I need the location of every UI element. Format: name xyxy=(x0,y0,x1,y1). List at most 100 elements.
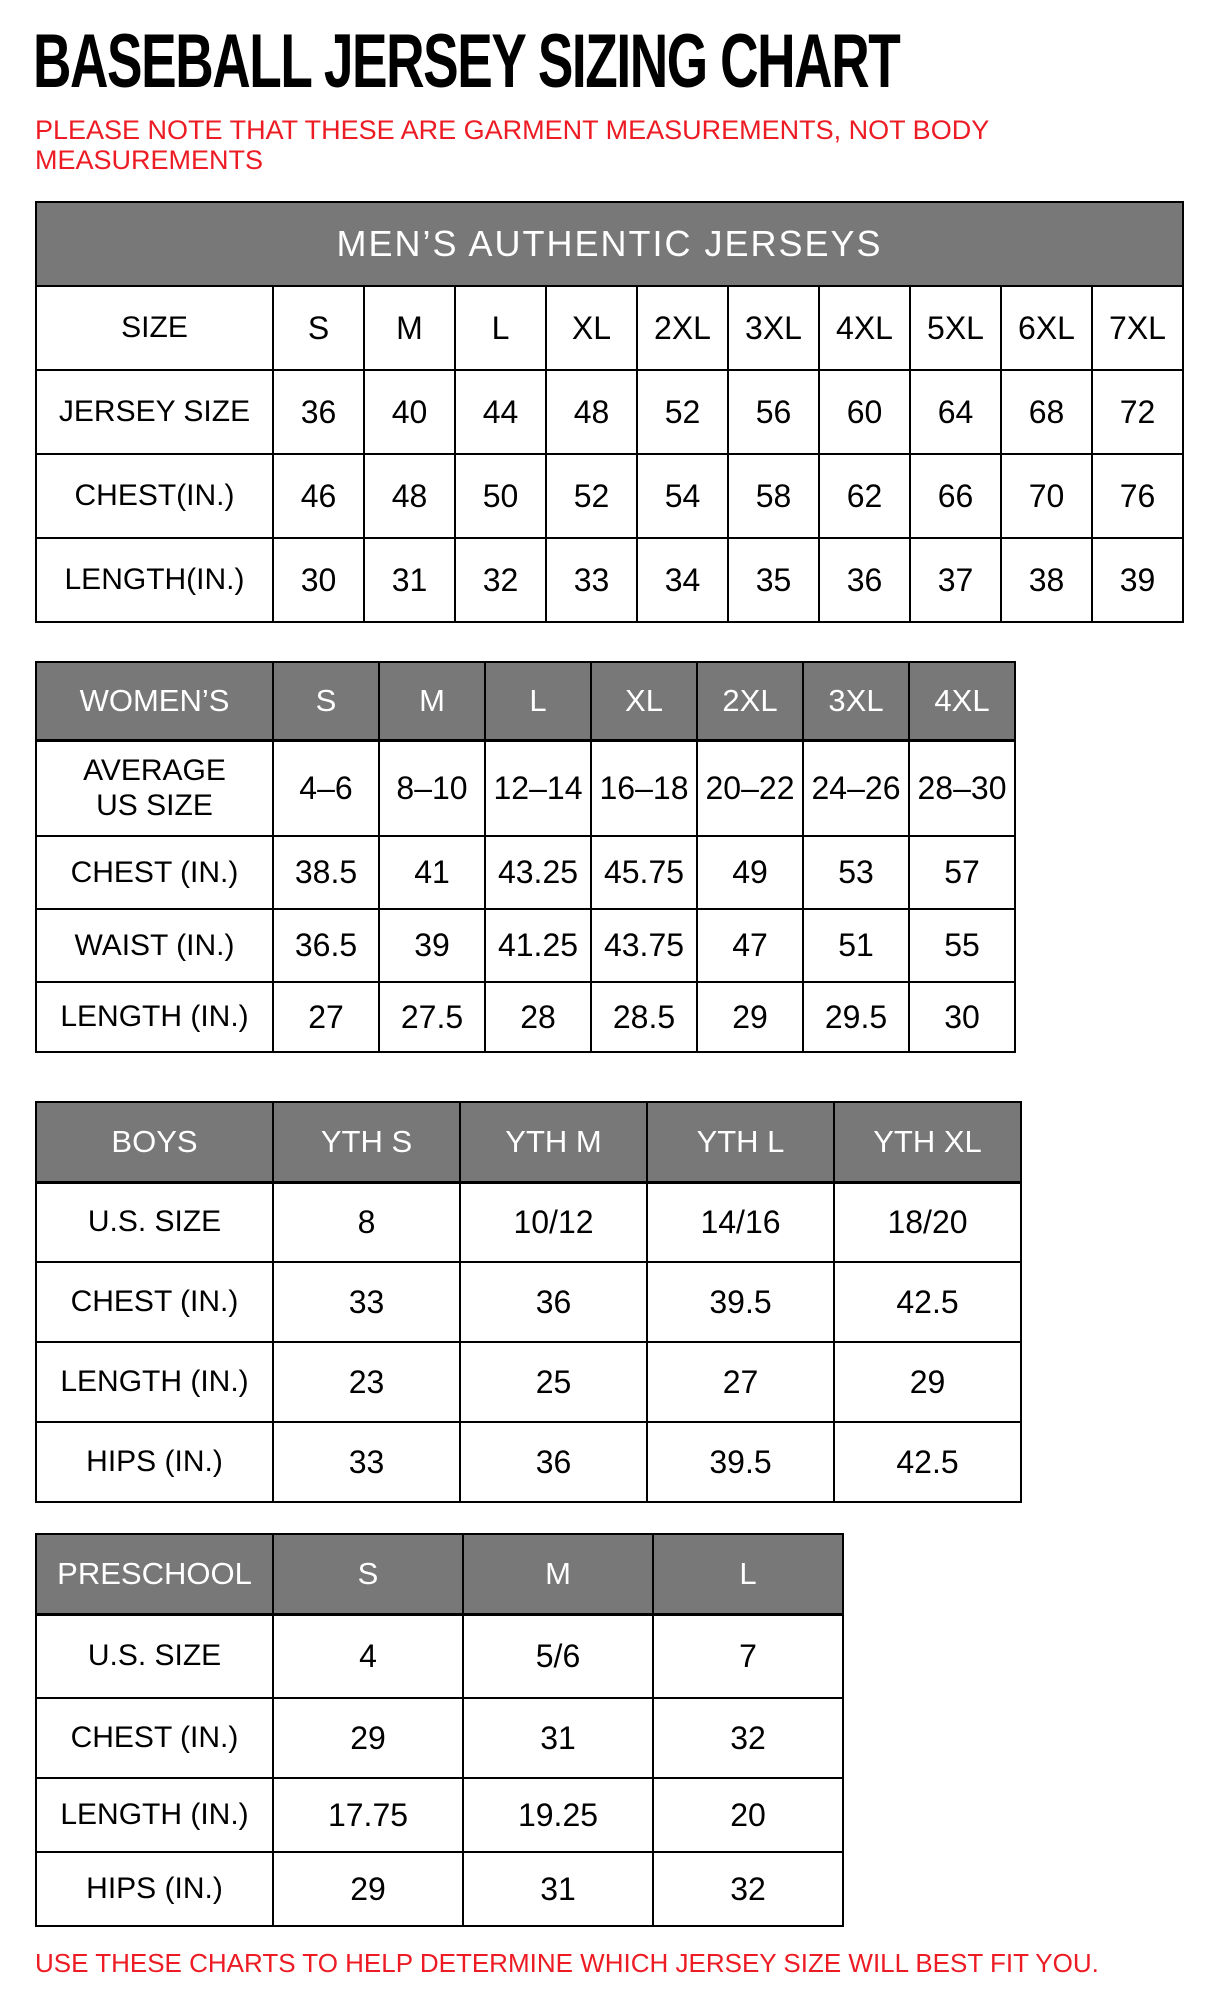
value-cell: 48 xyxy=(545,369,638,456)
value-cell: 35 xyxy=(727,537,820,624)
row-label: LENGTH(IN.) xyxy=(35,537,274,624)
row-label: AVERAGE US SIZE xyxy=(35,739,274,838)
value-cell: 31 xyxy=(462,1697,654,1780)
value-cell: 12–14 xyxy=(484,739,592,838)
mens-jersey-size-row: JERSEY SIZE 36 40 44 48 52 56 60 64 68 7… xyxy=(35,369,1184,456)
mens-banner-title: MEN’S AUTHENTIC JERSEYS xyxy=(35,201,1184,288)
value-cell: 18/20 xyxy=(833,1181,1022,1264)
garment-measurement-note: PLEASE NOTE THAT THESE ARE GARMENT MEASU… xyxy=(35,115,989,175)
value-cell: 39.5 xyxy=(646,1261,835,1344)
value-cell: 16–18 xyxy=(590,739,698,838)
preschool-header-row: PRESCHOOL S M L xyxy=(35,1533,844,1616)
value-cell: 45.75 xyxy=(590,835,698,911)
row-label: CHEST(IN.) xyxy=(35,453,274,540)
row-label: WAIST (IN.) xyxy=(35,908,274,984)
value-cell: 19.25 xyxy=(462,1777,654,1854)
size-col-header: 6XL xyxy=(1000,285,1093,372)
value-cell: 43.25 xyxy=(484,835,592,911)
womens-waist-row: WAIST (IN.) 36.5 39 41.25 43.75 47 51 55 xyxy=(35,908,1016,984)
preschool-length-row: LENGTH (IN.) 17.75 19.25 20 xyxy=(35,1777,844,1854)
boys-chest-row: CHEST (IN.) 33 36 39.5 42.5 xyxy=(35,1261,1022,1344)
fit-advice-footer: USE THESE CHARTS TO HELP DETERMINE WHICH… xyxy=(35,1948,1099,1979)
value-cell: 29 xyxy=(833,1341,1022,1424)
value-cell: 33 xyxy=(272,1421,461,1504)
womens-header-row: WOMEN’S S M L XL 2XL 3XL 4XL xyxy=(35,661,1016,742)
value-cell: 57 xyxy=(908,835,1016,911)
value-cell: 46 xyxy=(272,453,365,540)
value-cell: 23 xyxy=(272,1341,461,1424)
size-col-header: YTH S xyxy=(272,1101,461,1184)
boys-hips-row: HIPS (IN.) 33 36 39.5 42.5 xyxy=(35,1421,1022,1504)
value-cell: 39 xyxy=(378,908,486,984)
size-col-header: YTH M xyxy=(459,1101,648,1184)
value-cell: 33 xyxy=(545,537,638,624)
value-cell: 43.75 xyxy=(590,908,698,984)
row-label: LENGTH (IN.) xyxy=(35,1341,274,1424)
mens-sizing-table: MEN’S AUTHENTIC JERSEYS SIZE S M L XL 2X… xyxy=(35,201,1184,624)
row-label: U.S. SIZE xyxy=(35,1181,274,1264)
size-col-header: M xyxy=(378,661,486,742)
preschool-sizing-table: PRESCHOOL S M L U.S. SIZE 4 5/6 7 CHEST … xyxy=(35,1533,844,1928)
womens-length-row: LENGTH (IN.) 27 27.5 28 28.5 29 29.5 30 xyxy=(35,981,1016,1054)
size-col-header: YTH L xyxy=(646,1101,835,1184)
value-cell: 33 xyxy=(272,1261,461,1344)
value-cell: 38.5 xyxy=(272,835,380,911)
value-cell: 29.5 xyxy=(802,981,910,1054)
value-cell: 4–6 xyxy=(272,739,380,838)
value-cell: 48 xyxy=(363,453,456,540)
size-col-header: L xyxy=(454,285,547,372)
size-col-header: XL xyxy=(545,285,638,372)
preschool-us-size-row: U.S. SIZE 4 5/6 7 xyxy=(35,1613,844,1700)
value-cell: 32 xyxy=(652,1851,844,1928)
value-cell: 40 xyxy=(363,369,456,456)
boys-length-row: LENGTH (IN.) 23 25 27 29 xyxy=(35,1341,1022,1424)
value-cell: 27 xyxy=(272,981,380,1054)
value-cell: 49 xyxy=(696,835,804,911)
size-col-header: 3XL xyxy=(802,661,910,742)
value-cell: 8 xyxy=(272,1181,461,1264)
row-label: LENGTH (IN.) xyxy=(35,981,274,1054)
value-cell: 7 xyxy=(652,1613,844,1700)
preschool-hips-row: HIPS (IN.) 29 31 32 xyxy=(35,1851,844,1928)
table-title-cell: BOYS xyxy=(35,1101,274,1184)
size-col-header: 3XL xyxy=(727,285,820,372)
value-cell: 53 xyxy=(802,835,910,911)
value-cell: 20 xyxy=(652,1777,844,1854)
value-cell: 38 xyxy=(1000,537,1093,624)
row-label: CHEST (IN.) xyxy=(35,835,274,911)
size-col-header: 4XL xyxy=(908,661,1016,742)
size-col-header: L xyxy=(652,1533,844,1616)
size-col-header: 2XL xyxy=(636,285,729,372)
value-cell: 14/16 xyxy=(646,1181,835,1264)
value-cell: 72 xyxy=(1091,369,1184,456)
size-col-header: M xyxy=(363,285,456,372)
value-cell: 41 xyxy=(378,835,486,911)
value-cell: 36 xyxy=(272,369,365,456)
value-cell: 60 xyxy=(818,369,911,456)
size-col-header: 4XL xyxy=(818,285,911,372)
size-col-header: 5XL xyxy=(909,285,1002,372)
womens-chest-row: CHEST (IN.) 38.5 41 43.25 45.75 49 53 57 xyxy=(35,835,1016,911)
row-label: HIPS (IN.) xyxy=(35,1421,274,1504)
value-cell: 30 xyxy=(272,537,365,624)
boys-us-size-row: U.S. SIZE 8 10/12 14/16 18/20 xyxy=(35,1181,1022,1264)
boys-header-row: BOYS YTH S YTH M YTH L YTH XL xyxy=(35,1101,1022,1184)
row-label: HIPS (IN.) xyxy=(35,1851,274,1928)
mens-size-header-row: SIZE S M L XL 2XL 3XL 4XL 5XL 6XL 7XL xyxy=(35,285,1184,372)
size-col-header: 7XL xyxy=(1091,285,1184,372)
preschool-chest-row: CHEST (IN.) 29 31 32 xyxy=(35,1697,844,1780)
value-cell: 37 xyxy=(909,537,1002,624)
size-col-header: M xyxy=(462,1533,654,1616)
table-title-cell: PRESCHOOL xyxy=(35,1533,274,1616)
size-col-header: XL xyxy=(590,661,698,742)
value-cell: 24–26 xyxy=(802,739,910,838)
value-cell: 55 xyxy=(908,908,1016,984)
value-cell: 70 xyxy=(1000,453,1093,540)
row-label: JERSEY SIZE xyxy=(35,369,274,456)
mens-length-row: LENGTH(IN.) 30 31 32 33 34 35 36 37 38 3… xyxy=(35,537,1184,624)
size-col-header: 2XL xyxy=(696,661,804,742)
boys-sizing-table: BOYS YTH S YTH M YTH L YTH XL U.S. SIZE … xyxy=(35,1101,1022,1504)
value-cell: 28 xyxy=(484,981,592,1054)
value-cell: 42.5 xyxy=(833,1261,1022,1344)
